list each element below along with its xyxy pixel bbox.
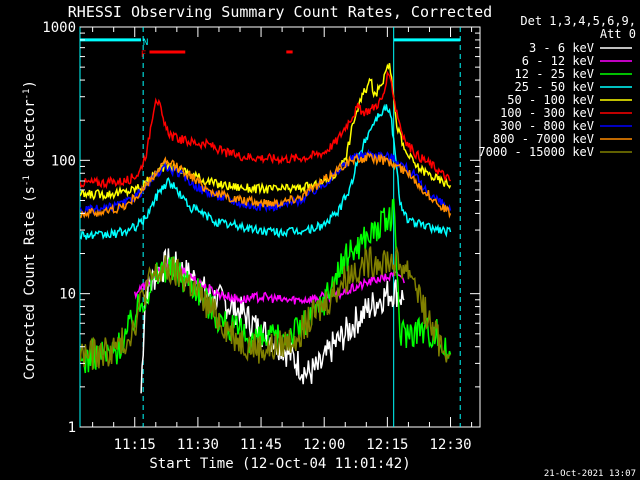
legend-entry-label: 3 - 6 keV	[529, 41, 594, 55]
segment-flag-label: N	[143, 38, 148, 48]
y-axis: 1 10 100 1000	[42, 20, 480, 436]
y-axis-label-close: )	[22, 80, 38, 88]
x-tick-label: 11:45	[240, 437, 282, 453]
legend-header-line2: Att 0	[600, 27, 636, 41]
legend-entry-label: 12 - 25 keV	[515, 67, 594, 81]
segment-flag-label: F	[141, 50, 146, 60]
x-tick-label: 12:15	[366, 437, 408, 453]
series-line	[80, 70, 452, 190]
y-axis-label-exp1: -1	[22, 175, 32, 186]
y-tick-label: 1000	[42, 20, 76, 36]
legend-entry-label: 100 - 300 keV	[500, 106, 594, 120]
legend-header-line1: Det 1,3,4,5,6,9,	[520, 14, 636, 28]
series-line	[80, 198, 452, 374]
x-axis: 11:15 11:30 11:45 12:00 12:15 12:30	[92, 27, 473, 453]
legend-entry-label: 7000 - 15000 keV	[478, 145, 594, 159]
y-tick-label: 10	[59, 287, 76, 303]
y-axis-label: Corrected Count Rate (s-1 detector-1)	[22, 80, 38, 380]
series-line	[80, 103, 452, 240]
y-tick-label: 100	[51, 153, 76, 169]
y-tick-label: 1	[68, 420, 76, 436]
plot-area: FN	[79, 26, 481, 428]
legend-entry-label: 300 - 800 keV	[500, 119, 594, 133]
series-line	[80, 152, 452, 219]
x-tick-label: 12:00	[303, 437, 345, 453]
legend-entry-label: 50 - 100 keV	[507, 93, 594, 107]
legend-entry-label: 800 - 7000 keV	[493, 132, 594, 146]
x-tick-label: 11:30	[177, 437, 219, 453]
footer-date: 21-Oct-2021 13:07	[544, 469, 636, 479]
x-tick-label: 11:15	[114, 437, 156, 453]
x-axis-label: Start Time (12-Oct-04 11:01:42)	[149, 456, 410, 472]
legend-entry-label: 25 - 50 keV	[515, 80, 594, 94]
x-tick-label: 12:30	[429, 437, 471, 453]
y-axis-label-main: Corrected Count Rate (s	[22, 186, 38, 380]
y-axis-label-exp2: -1	[22, 89, 32, 100]
legend-entry-label: 6 - 12 keV	[522, 54, 594, 68]
y-axis-label-tail: detector	[22, 99, 38, 175]
chart-title: RHESSI Observing Summary Count Rates, Co…	[68, 3, 492, 21]
series-line	[80, 245, 451, 370]
